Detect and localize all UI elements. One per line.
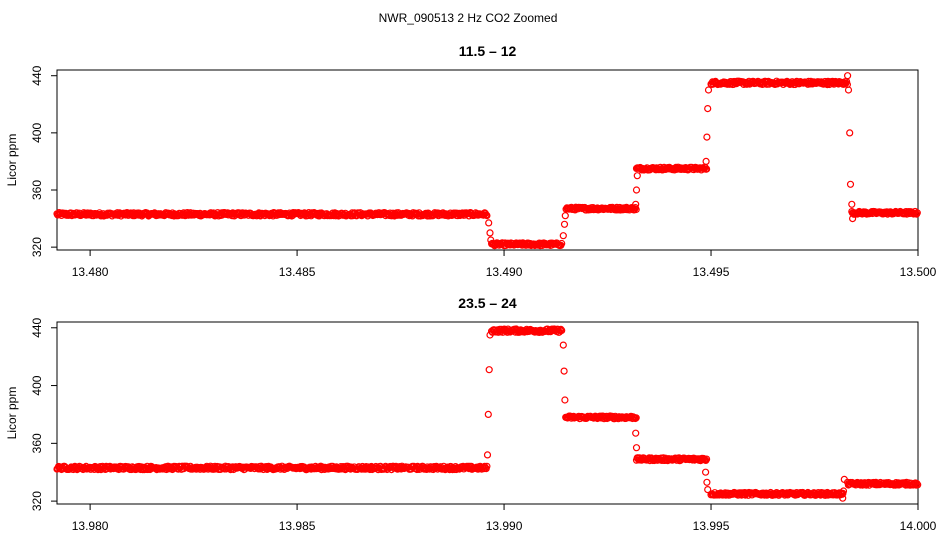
x-tick-label: 13.480 (72, 265, 109, 279)
data-points (53, 72, 921, 250)
data-point (562, 413, 570, 421)
data-point (704, 86, 713, 94)
data-point (703, 133, 711, 141)
y-axis-label: Licor ppm (5, 387, 19, 440)
data-point (560, 220, 569, 228)
data-point (632, 205, 640, 214)
x-tick-label: 13.485 (279, 265, 316, 279)
panel-title: 11.5 – 12 (459, 43, 517, 59)
y-tick-label: 320 (30, 237, 44, 257)
y-tick-label: 360 (30, 180, 44, 200)
panel-2: 23.5 – 24 13.980 13.985 13.990 13.995 14.000 3… (5, 295, 936, 533)
data-point (704, 104, 712, 113)
data-point (482, 211, 490, 219)
x-tick-label: 13.490 (486, 265, 523, 279)
data-point (483, 212, 491, 220)
x-tick-label: 13.985 (279, 519, 316, 533)
panel-title: 23.5 – 24 (458, 295, 517, 311)
data-point (485, 366, 493, 374)
data-point (481, 464, 489, 472)
y-tick-label: 360 (30, 433, 44, 453)
data-point (848, 200, 856, 208)
x-tick-label: 13.995 (693, 519, 730, 533)
data-point (560, 367, 568, 375)
data-point (914, 481, 922, 489)
plot-frame (56, 69, 919, 251)
data-point (487, 236, 495, 244)
data-point (632, 414, 640, 422)
data-point (483, 451, 492, 459)
y-tick-label: 440 (30, 65, 44, 85)
data-point (483, 462, 491, 470)
data-point (561, 396, 569, 404)
data-point (558, 239, 566, 248)
data-point (559, 232, 567, 240)
data-point (557, 325, 565, 333)
y-tick-label: 440 (30, 317, 44, 337)
data-point (486, 229, 494, 237)
data-point (704, 486, 712, 494)
data-point (561, 212, 569, 220)
data-point (633, 454, 641, 462)
data-point (913, 209, 921, 217)
data-point (632, 186, 641, 194)
x-tick-label: 13.495 (693, 265, 730, 279)
data-point (702, 157, 710, 165)
y-tick-label: 320 (30, 491, 44, 511)
data-point (632, 429, 640, 437)
data-point (485, 219, 493, 227)
data-point (702, 455, 711, 463)
data-point (843, 72, 852, 80)
data-point (839, 494, 847, 502)
figure-title: NWR_090513 2 Hz CO2 Zoomed (379, 11, 558, 25)
x-tick-label: 13.500 (900, 265, 936, 279)
data-point (846, 129, 854, 137)
data-point (846, 180, 855, 188)
data-points (53, 325, 922, 502)
data-point (844, 86, 853, 94)
data-point (632, 200, 640, 208)
x-tick-label: 14.000 (900, 519, 936, 533)
data-point (701, 468, 710, 476)
data-point (840, 475, 848, 483)
x-tick-label: 13.990 (486, 519, 523, 533)
data-point (632, 444, 641, 452)
data-point (702, 165, 711, 173)
panel-1: 11.5 – 12 13.480 13.485 13.490 13.495 13.500 3… (5, 43, 936, 279)
data-point (484, 410, 492, 418)
y-tick-label: 400 (30, 375, 44, 395)
data-point (839, 487, 848, 495)
data-point (633, 172, 641, 180)
data-point (486, 331, 494, 339)
y-axis-label: Licor ppm (5, 134, 19, 187)
data-point (558, 326, 566, 334)
data-point (559, 341, 567, 349)
data-point (631, 414, 640, 423)
data-point (703, 478, 711, 486)
x-tick-label: 13.980 (72, 519, 109, 533)
plot-frame (56, 321, 919, 505)
data-point (848, 215, 857, 223)
y-tick-label: 400 (30, 123, 44, 143)
